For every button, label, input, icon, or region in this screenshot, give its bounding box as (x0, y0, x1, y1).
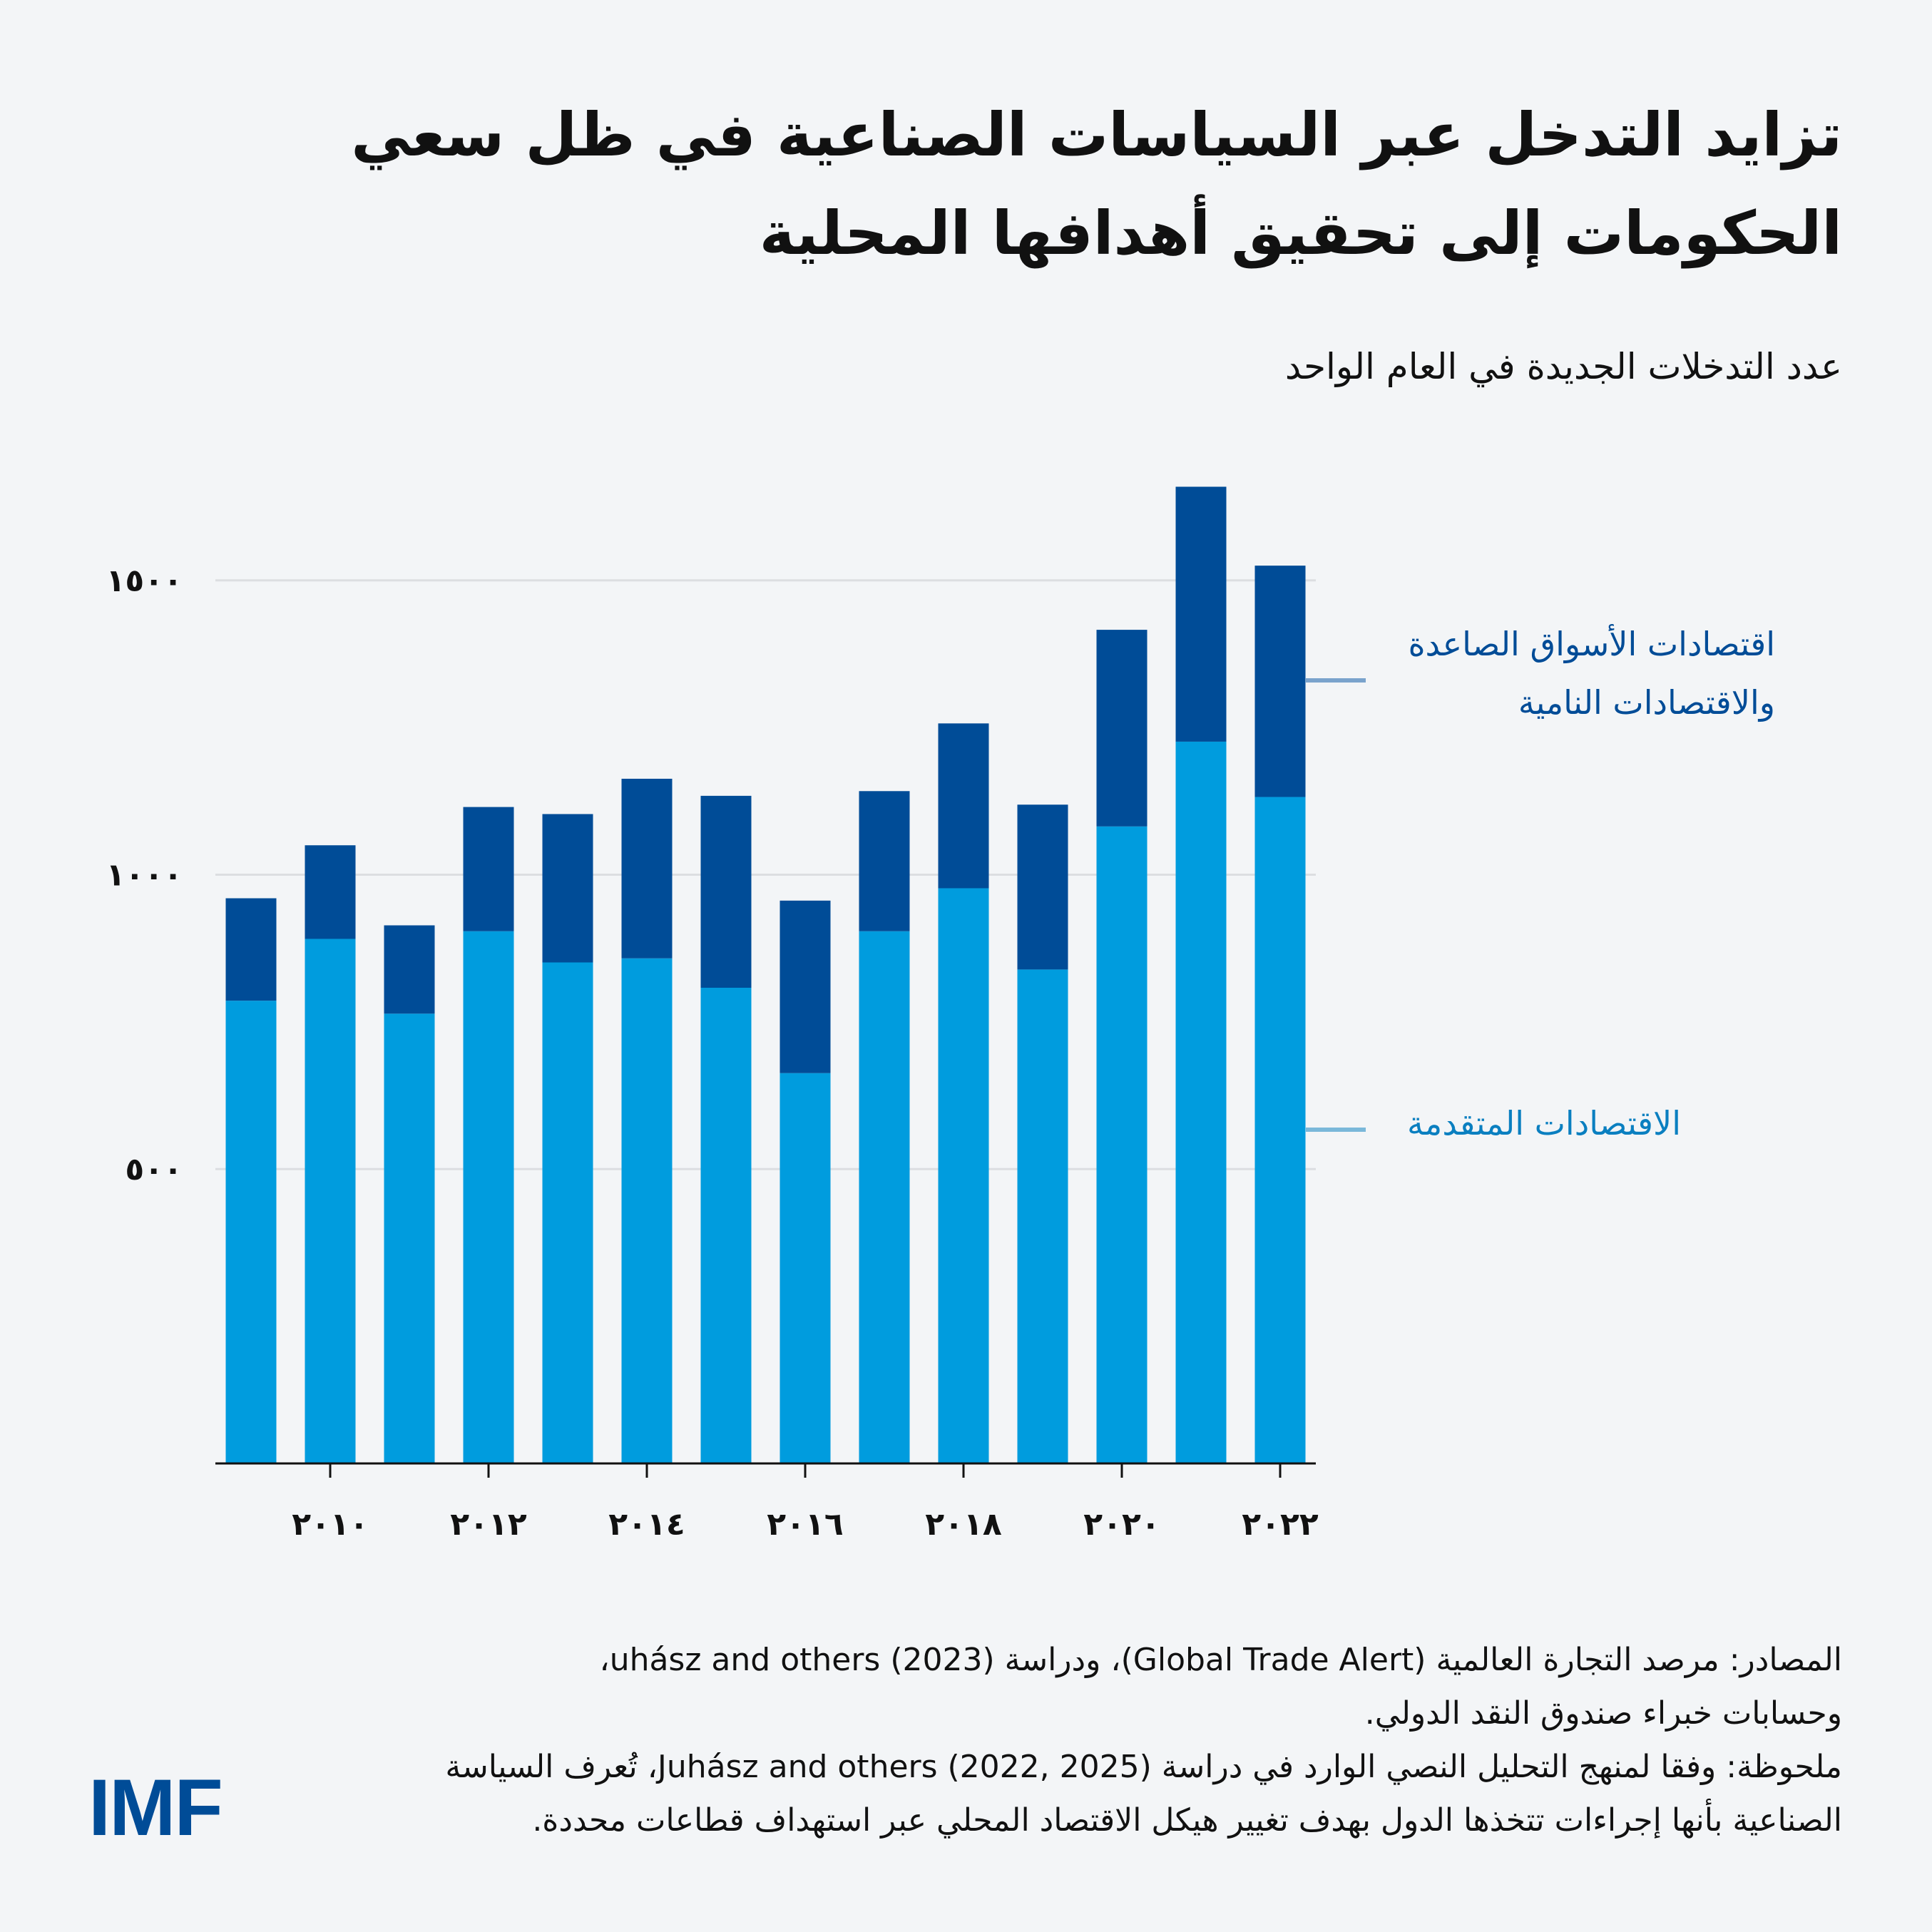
legend-emerging-line1: اقتصادات الأسواق الصاعدة (1408, 625, 1775, 663)
bar-advanced-2021 (1175, 741, 1227, 1463)
bar-advanced-2019 (1017, 969, 1068, 1463)
bar-advanced-2022 (1254, 797, 1306, 1463)
bar-advanced-2015 (700, 987, 752, 1463)
bar-emerging-2016 (780, 900, 831, 1073)
note-line-1: ملحوظة: وفقا لمنهج التحليل النصي الوارد … (445, 1749, 1842, 1785)
x-tick-label: ٢٠١٠ (292, 1506, 368, 1543)
bar-emerging-2020 (1096, 630, 1148, 827)
x-tick-label: ٢٠٢٢ (1242, 1506, 1319, 1543)
bar-emerging-2012 (463, 807, 514, 931)
bar-advanced-2014 (621, 958, 673, 1463)
x-tick-label: ٢٠١٢ (450, 1506, 527, 1543)
y-tick-label: ٥٠٠ (125, 1151, 183, 1187)
bar-emerging-2010 (305, 845, 356, 939)
bar-advanced-2017 (859, 931, 910, 1463)
note-line-2: الصناعية بأنها إجراءات تتخذها الدول بهدف… (532, 1802, 1842, 1839)
bar-advanced-2010 (305, 939, 356, 1463)
imf-logo: IMF (88, 1763, 223, 1852)
x-tick-label: ٢٠١٤ (608, 1506, 685, 1543)
bar-emerging-2009 (225, 898, 277, 1001)
bar-emerging-2019 (1017, 804, 1068, 970)
sources-line-1: المصادر: مرصد التجارة العالمية (Global T… (599, 1642, 1842, 1678)
legend-emerging: اقتصادات الأسواق الصاعدة والاقتصادات الن… (1408, 615, 1775, 732)
bar-emerging-2021 (1175, 486, 1227, 742)
bar-advanced-2020 (1096, 826, 1148, 1463)
chart-subtitle: عدد التدخلات الجديدة في العام الواحد (1284, 346, 1842, 387)
y-tick-label: ١٥٠٠ (106, 563, 183, 599)
y-tick-label: ١٠٠٠ (106, 857, 183, 894)
bar-advanced-2016 (780, 1073, 831, 1463)
x-tick-label: ٢٠١٨ (925, 1506, 1002, 1543)
bar-emerging-2018 (938, 723, 989, 889)
bar-emerging-2013 (542, 814, 593, 963)
bar-emerging-2014 (621, 778, 673, 959)
x-tick-label: ٢٠٢٠ (1083, 1506, 1160, 1543)
bar-emerging-2011 (384, 925, 435, 1014)
chart-title: تزايد التدخل عبر السياسات الصناعية في ظل… (351, 100, 1842, 268)
bar-advanced-2009 (225, 1001, 277, 1463)
bar-advanced-2018 (938, 888, 989, 1463)
bar-emerging-2015 (700, 795, 752, 988)
bar-emerging-2022 (1254, 566, 1306, 797)
bar-advanced-2012 (463, 931, 514, 1463)
bar-emerging-2017 (859, 791, 910, 931)
bar-advanced-2013 (542, 962, 593, 1463)
legend-emerging-line2: والاقتصادات النامية (1518, 683, 1775, 722)
legend-advanced: الاقتصادات المتقدمة (1407, 1104, 1681, 1143)
sources-line-2: وحسابات خبراء صندوق النقد الدولي. (1364, 1695, 1842, 1732)
x-tick-label: ٢٠١٦ (767, 1506, 843, 1543)
footer-notes: المصادر: مرصد التجارة العالمية (Global T… (273, 1633, 1842, 1847)
bar-chart: ٥٠٠ ١٠٠٠ ١٥٠٠ ٢٠١٠ ٢٠١٢ ٢٠١٤ ٢٠١٦ ٢٠١٨ ٢٠٢٠ ٢٠٢٢ (106, 486, 1366, 1543)
bar-advanced-2011 (384, 1013, 435, 1463)
